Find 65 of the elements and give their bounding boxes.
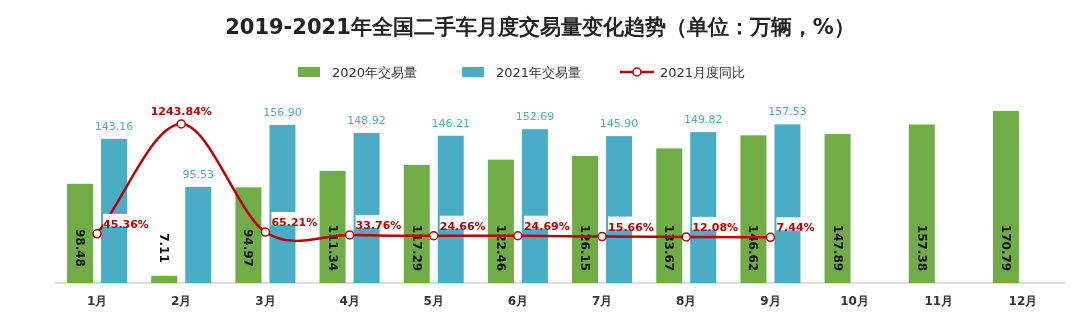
- legend-label: 2020年交易量: [332, 65, 418, 80]
- data-label: 156.90: [263, 105, 302, 119]
- data-label: 111.34: [325, 224, 340, 272]
- data-label: 12.08%: [692, 220, 739, 234]
- x-tick-label: 12月: [1008, 294, 1038, 308]
- data-label: 145.90: [599, 117, 639, 131]
- bar: [824, 134, 851, 283]
- x-tick-label: 3月: [255, 294, 276, 308]
- data-label: 157.38: [914, 224, 929, 272]
- data-label: 152.69: [515, 110, 555, 124]
- point: [513, 230, 523, 241]
- point: [92, 229, 102, 239]
- bar: [572, 155, 599, 283]
- x-tick-label: 7月: [591, 294, 613, 308]
- data-label: 24.66%: [439, 219, 486, 233]
- bar: [740, 135, 767, 283]
- point: [765, 232, 776, 243]
- data-label: 24.69%: [523, 219, 570, 233]
- x-tick-label: 4月: [339, 294, 360, 308]
- point: [681, 232, 691, 242]
- bar: [151, 275, 178, 283]
- legend-label: 2021月度同比: [660, 65, 746, 80]
- x-tick-label: 10月: [840, 294, 869, 308]
- bar: [319, 170, 346, 283]
- data-label: 146.62: [746, 224, 761, 272]
- data-label: 7.44%: [776, 221, 815, 235]
- x-tick-label: 6月: [507, 294, 529, 308]
- x-tick-label: 1月: [86, 294, 108, 308]
- data-label: 95.53: [182, 167, 214, 181]
- bar: [992, 111, 1019, 283]
- data-label: 65.21%: [271, 216, 318, 230]
- bar: [487, 159, 514, 283]
- point: [429, 230, 439, 241]
- data-label: 148.92: [347, 114, 386, 128]
- x-tick-label: 11月: [924, 294, 954, 308]
- bar: [185, 186, 212, 283]
- x-tick-label: 2月: [171, 294, 192, 308]
- point: [260, 227, 271, 237]
- data-label: 157.53: [768, 105, 807, 119]
- x-tick-label: 8月: [676, 294, 697, 308]
- data-label: 15.66%: [608, 220, 654, 234]
- data-label: 98.48: [73, 229, 88, 267]
- data-label: 1243.84%: [150, 105, 212, 118]
- legend-label: 2021年交易量: [496, 65, 582, 80]
- chart-title: 2019-2021年全国二手车月度交易量变化趋势（单位：万辆，%）: [225, 15, 855, 39]
- bar: [908, 124, 935, 283]
- data-label: 33.76%: [355, 218, 402, 232]
- x-tick-label: 9月: [760, 294, 781, 308]
- data-label: 143.16: [94, 119, 134, 133]
- bar: [656, 148, 683, 283]
- data-label: 170.79: [998, 224, 1013, 272]
- data-label: 146.21: [431, 116, 470, 130]
- data-label: 7.11: [157, 233, 172, 263]
- data-label: 45.36%: [103, 217, 149, 231]
- data-label: 94.97: [241, 229, 256, 267]
- point: [176, 119, 186, 129]
- point: [344, 230, 355, 240]
- bar: [67, 183, 94, 283]
- point: [597, 231, 607, 242]
- bar: [403, 164, 430, 283]
- data-label: 117.29: [409, 224, 424, 272]
- x-tick-label: 5月: [423, 294, 444, 308]
- data-label: 147.89: [830, 224, 845, 272]
- data-label: 149.82: [684, 113, 723, 127]
- data-label: 126.15: [578, 224, 593, 272]
